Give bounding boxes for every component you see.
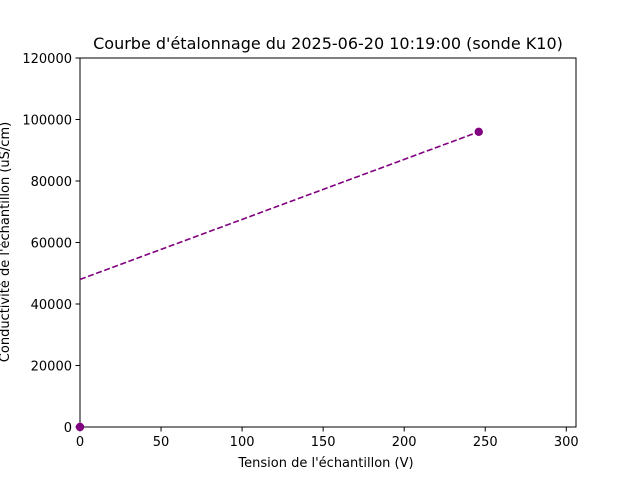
y-axis-ticks: 0 20000 40000 60000 80000 100000 120000	[22, 52, 80, 436]
y-axis-label: Conductivité de l'échantillon (uS/cm)	[0, 122, 13, 362]
x-tick-label: 100	[230, 435, 255, 450]
series-layer	[75, 127, 483, 432]
x-tick-label: 200	[392, 435, 417, 450]
y-tick-label: 80000	[31, 175, 72, 190]
y-tick-label: 40000	[31, 298, 72, 313]
x-tick-label: 300	[554, 435, 579, 450]
x-axis-ticks: 0 50 100 150 200 250 300	[76, 427, 579, 450]
y-tick-label: 0	[64, 421, 72, 436]
y-tick-label: 60000	[31, 237, 72, 252]
x-tick-label: 150	[311, 435, 336, 450]
fit-line	[79, 131, 480, 281]
y-tick-label: 20000	[31, 360, 72, 375]
y-tick-label: 100000	[22, 114, 72, 129]
x-tick-label: 250	[473, 435, 498, 450]
data-point	[474, 127, 483, 136]
x-axis-label: Tension de l'échantillon (V)	[237, 456, 413, 471]
x-tick-label: 0	[76, 435, 84, 450]
data-point	[75, 422, 85, 432]
x-tick-label: 50	[153, 435, 170, 450]
plot-area: 0 50 100 150 200 250 300 0 20000 40000 60000 80000…	[22, 52, 578, 450]
y-tick-label: 120000	[22, 52, 72, 67]
chart-title: Courbe d'étalonnage du 2025-06-20 10:19:…	[93, 34, 563, 53]
